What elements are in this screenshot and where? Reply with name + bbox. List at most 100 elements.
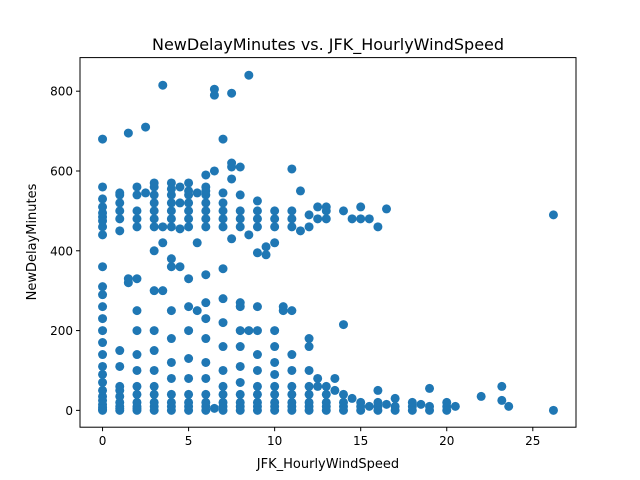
data-point (166, 357, 176, 367)
data-point (149, 222, 159, 232)
data-point (201, 198, 211, 208)
y-tick-label: 600 (50, 164, 73, 178)
data-point (364, 214, 374, 224)
data-point (149, 246, 159, 256)
data-point (287, 206, 297, 216)
data-point (201, 298, 211, 308)
data-point (235, 298, 245, 308)
data-point (252, 350, 262, 360)
data-point (278, 302, 288, 312)
data-point (416, 399, 426, 409)
data-point (201, 334, 211, 344)
data-point (252, 222, 262, 232)
x-axis-label: JFK_HourlyWindSpeed (256, 457, 399, 472)
data-point (313, 373, 323, 383)
data-point (235, 397, 245, 407)
data-point (390, 393, 400, 403)
data-point (252, 326, 262, 336)
data-point (252, 214, 262, 224)
data-point (364, 401, 374, 411)
data-point (218, 318, 228, 328)
data-point (184, 186, 194, 196)
data-point (175, 198, 185, 208)
data-point (184, 214, 194, 224)
data-point (158, 286, 168, 296)
data-point (407, 397, 417, 407)
data-point (201, 222, 211, 232)
data-point (382, 204, 392, 214)
data-point (98, 290, 108, 300)
data-point (149, 346, 159, 356)
data-point (497, 395, 507, 405)
data-point (184, 222, 194, 232)
data-point (115, 381, 125, 391)
data-point (270, 357, 280, 367)
data-point (356, 214, 366, 224)
data-point (287, 397, 297, 407)
data-point (201, 270, 211, 280)
x-tick-label: 20 (439, 434, 454, 448)
data-point (252, 248, 262, 258)
data-point (244, 70, 254, 80)
data-point (98, 377, 108, 387)
chart-title: NewDelayMinutes vs. JFK_HourlyWindSpeed (152, 35, 504, 55)
data-point (390, 401, 400, 411)
data-point (132, 389, 142, 399)
data-point (149, 365, 159, 375)
data-point (175, 182, 185, 192)
data-points (98, 70, 558, 415)
data-point (218, 214, 228, 224)
data-point (270, 238, 280, 248)
data-point (321, 397, 331, 407)
data-point (235, 222, 245, 232)
data-point (218, 294, 228, 304)
data-point (132, 350, 142, 360)
data-point (166, 198, 176, 208)
data-point (270, 389, 280, 399)
data-point (218, 188, 228, 198)
data-point (347, 393, 357, 403)
data-point (304, 222, 314, 232)
data-point (123, 128, 133, 138)
data-point (149, 178, 159, 188)
data-point (287, 222, 297, 232)
data-point (115, 206, 125, 216)
data-point (330, 385, 340, 395)
data-point (201, 206, 211, 216)
data-point (201, 170, 211, 180)
data-point (201, 214, 211, 224)
data-point (149, 190, 159, 200)
data-point (115, 226, 125, 236)
data-point (149, 381, 159, 391)
data-point (287, 306, 297, 316)
data-point (132, 190, 142, 200)
data-point (115, 214, 125, 224)
data-point (141, 122, 151, 132)
data-point (166, 306, 176, 316)
data-point (235, 190, 245, 200)
data-point (304, 365, 314, 375)
data-point (166, 262, 176, 272)
data-point (227, 174, 237, 184)
y-tick-label: 0 (65, 404, 73, 418)
data-point (149, 397, 159, 407)
data-point (149, 326, 159, 336)
data-point (373, 222, 383, 232)
data-point (132, 397, 142, 407)
data-point (504, 401, 514, 411)
data-point (175, 224, 185, 234)
data-point (313, 214, 323, 224)
data-point (218, 134, 228, 144)
data-point (175, 262, 185, 272)
data-point (166, 222, 176, 232)
data-point (98, 230, 108, 240)
data-point (476, 391, 486, 401)
data-point (201, 182, 211, 192)
data-point (304, 210, 314, 220)
data-point (321, 381, 331, 391)
data-point (158, 80, 168, 90)
data-point (338, 389, 348, 399)
data-point (201, 314, 211, 324)
data-point (115, 346, 125, 356)
